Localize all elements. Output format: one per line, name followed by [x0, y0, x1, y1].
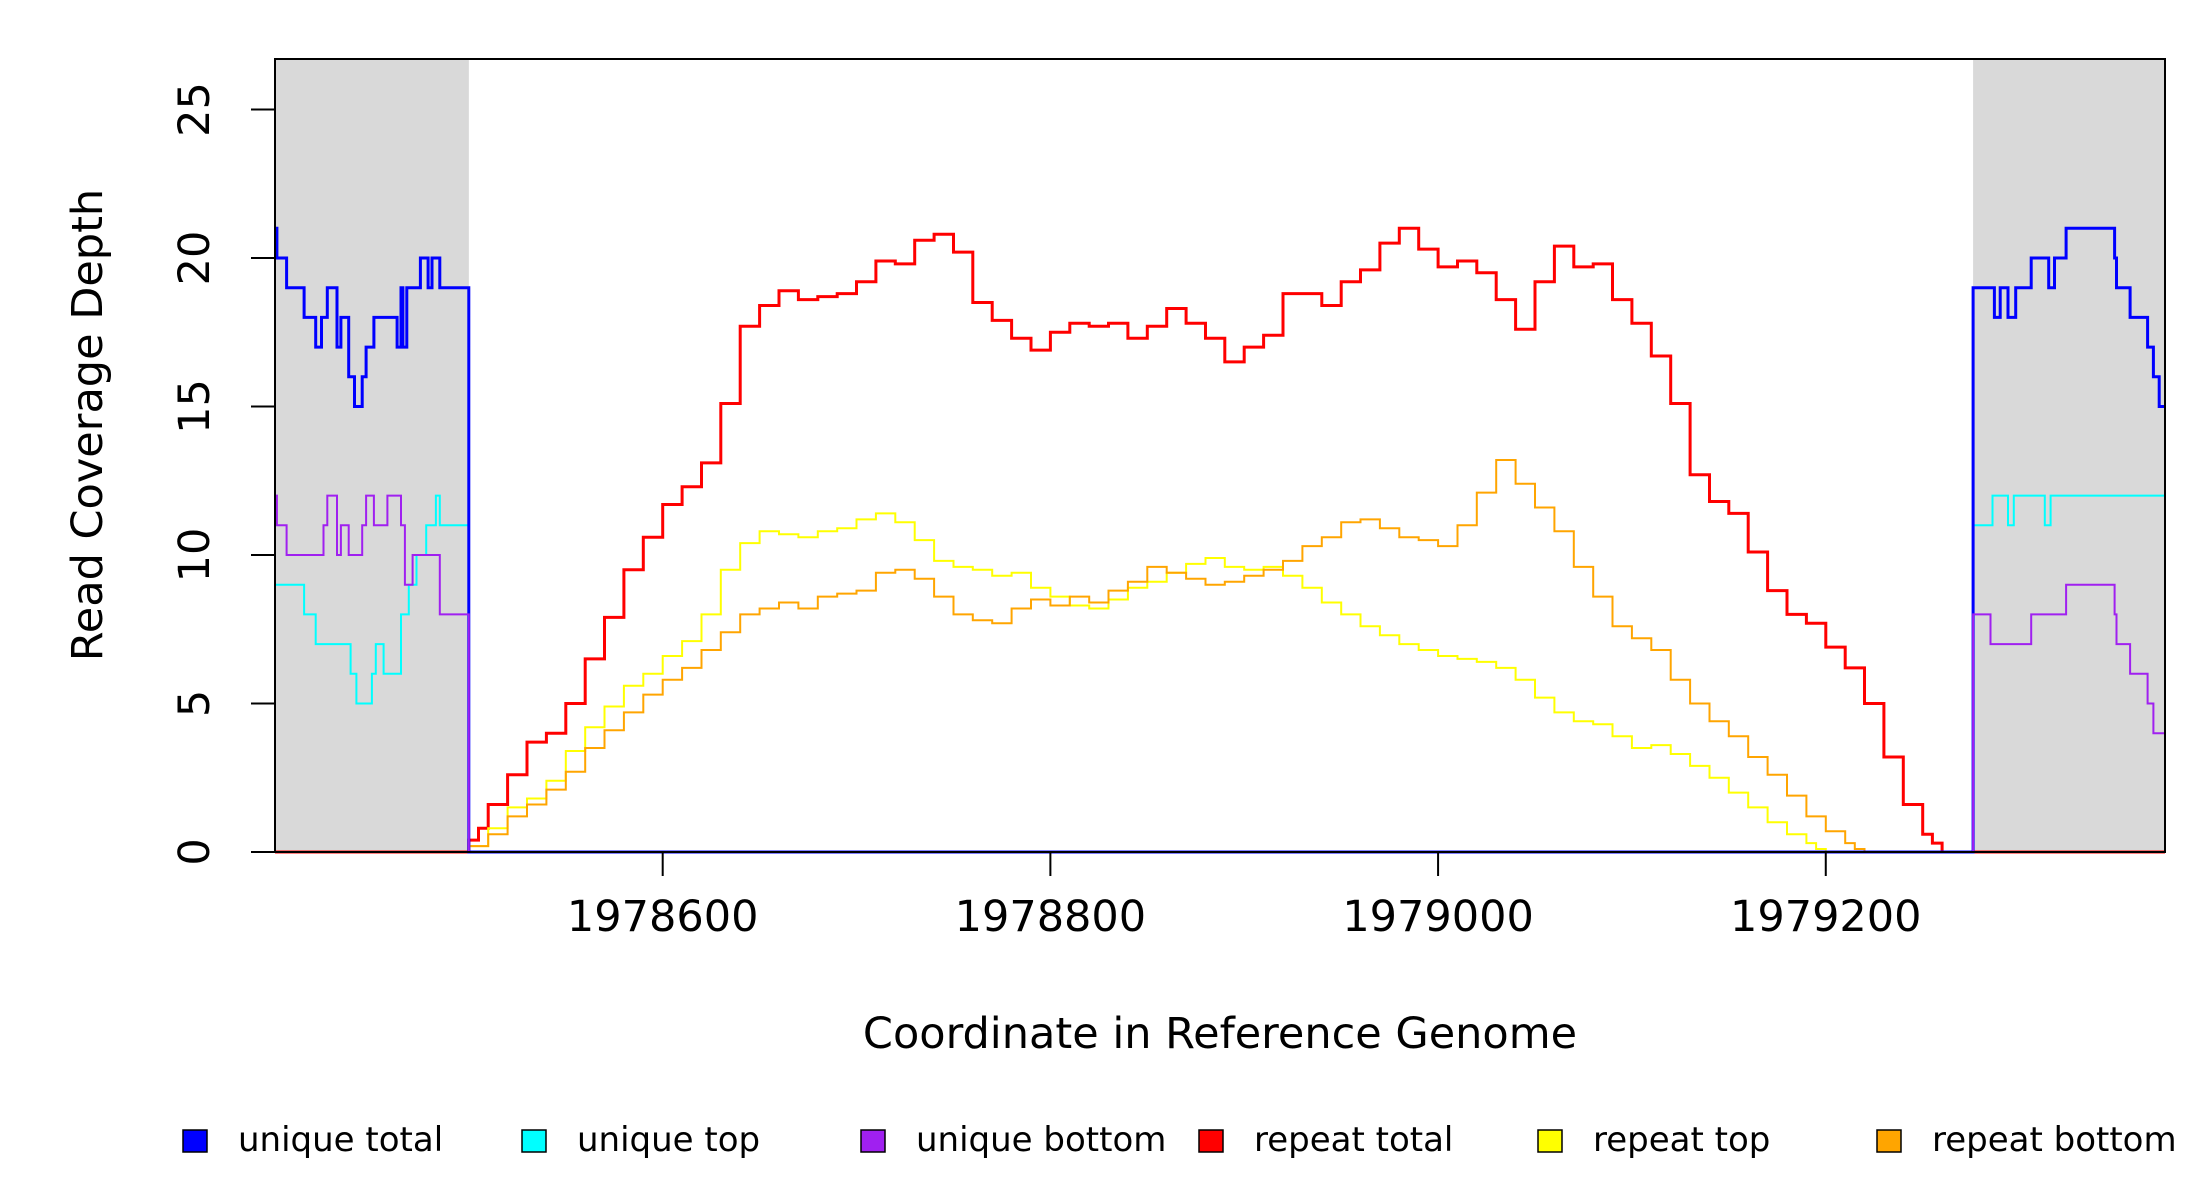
y-tick-label: 15 — [170, 379, 220, 434]
y-tick-label: 20 — [170, 231, 220, 286]
y-axis-title: Read Coverage Depth — [63, 189, 113, 661]
series-unique-bottom — [275, 494, 2165, 853]
y-tick-label: 10 — [170, 528, 220, 583]
legend-item-unique-top: unique top — [521, 1120, 760, 1160]
series-repeat-total — [275, 226, 2165, 854]
shaded-region-2 — [1973, 59, 2165, 852]
series-lines — [275, 226, 2166, 854]
y-tick-label: 5 — [170, 690, 220, 717]
x-tick-label: 1979000 — [1342, 892, 1534, 942]
x-tick-label: 1978800 — [955, 892, 1147, 942]
series-unique-total — [275, 226, 2165, 854]
legend-swatch — [1537, 1129, 1563, 1153]
legend-item-repeat-total: repeat total — [1198, 1120, 1453, 1160]
series-unique-top — [275, 494, 2166, 853]
legend-swatch — [1876, 1129, 1902, 1153]
legend-item-unique-bottom: unique bottom — [860, 1120, 1166, 1160]
legend-label: unique total — [238, 1120, 443, 1160]
x-tick-label: 1979200 — [1730, 892, 1922, 942]
legend-item-repeat-top: repeat top — [1537, 1120, 1770, 1160]
legend-swatch — [182, 1129, 208, 1153]
y-tick-label: 0 — [170, 838, 220, 865]
legend-label: repeat bottom — [1932, 1120, 2177, 1160]
series-repeat-top — [275, 512, 2165, 853]
axes: 1978600 1978800 1979000 1979200 0 5 10 15 20 25 — [170, 82, 1922, 942]
y-tick-label: 25 — [170, 82, 220, 137]
shaded-regions — [275, 59, 2165, 852]
legend-swatch — [1198, 1129, 1224, 1153]
legend-label: unique top — [577, 1120, 760, 1160]
x-tick-label: 1978600 — [567, 892, 759, 942]
legend-label: unique bottom — [916, 1120, 1166, 1160]
legend-label: repeat top — [1593, 1120, 1770, 1160]
shaded-region-1 — [275, 59, 469, 852]
legend-swatch — [521, 1129, 547, 1153]
x-axis-title: Coordinate in Reference Genome — [863, 1009, 1577, 1059]
legend-swatch — [860, 1129, 886, 1153]
legend-item-repeat-bottom: repeat bottom — [1876, 1120, 2177, 1160]
legend-item-unique-total: unique total — [182, 1120, 443, 1160]
legend: unique total unique top unique bottom repea… — [182, 1120, 2177, 1160]
legend-label: repeat total — [1254, 1120, 1453, 1160]
series-repeat-bottom — [275, 459, 2165, 853]
